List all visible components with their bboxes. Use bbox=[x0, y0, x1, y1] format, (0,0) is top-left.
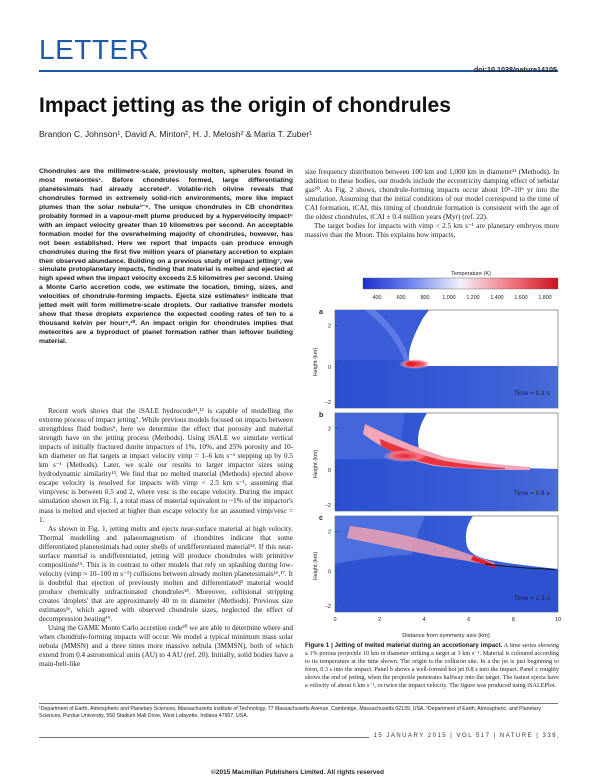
y-tick-label: –2 bbox=[325, 400, 331, 406]
article-title: Impact jetting as the origin of chondrul… bbox=[39, 94, 451, 117]
panel-label: b bbox=[319, 412, 323, 419]
footnote-rule bbox=[39, 703, 558, 704]
figure-1: Temperature (K) 400 600 800 1,000 1,200 1,400… bbox=[313, 271, 561, 639]
caption-text: A time series showing a 1% porous projec… bbox=[305, 642, 560, 689]
colorbar bbox=[362, 277, 559, 290]
x-tick-label: 8 bbox=[512, 617, 515, 623]
panel-a: Time = 0.3 s a bbox=[319, 309, 559, 409]
panel-c: Time = 1.3 s c bbox=[319, 515, 559, 613]
x-tick-label: 2 bbox=[378, 617, 381, 623]
y-tick-label: 0 bbox=[328, 365, 331, 371]
colorbar-tick-label: 400 bbox=[373, 295, 382, 301]
copyright: ©2015 Macmillan Publishers Limited. All … bbox=[211, 769, 384, 776]
colorbar-tick-label: 600 bbox=[397, 295, 406, 301]
colorbar-ticks: 400 600 800 1,000 1,200 1,400 1,600 1,800 bbox=[373, 295, 552, 301]
body-right-column: size frequency distribution between 100 … bbox=[305, 168, 559, 240]
y-tick-label: 2 bbox=[328, 324, 331, 330]
paragraph: Using the GAME Monte Carlo accretion cod… bbox=[39, 624, 293, 669]
time-label: Time = 0.8 s bbox=[514, 490, 550, 497]
colorbar-tick-label: 1,400 bbox=[490, 295, 503, 301]
panel-label: a bbox=[319, 309, 323, 316]
paragraph: As shown in Fig. 1, jetting melts and ej… bbox=[39, 524, 293, 624]
y-axis-label: Height (km) bbox=[313, 552, 319, 581]
x-tick-label: 0 bbox=[333, 617, 336, 623]
figure-caption: Figure 1 | Jetting of melted material du… bbox=[305, 642, 559, 689]
y-tick-label: –2 bbox=[325, 604, 331, 610]
y-tick-label: –2 bbox=[325, 503, 331, 509]
time-label: Time = 0.3 s bbox=[514, 390, 550, 397]
y-axis-label: Height (km) bbox=[313, 450, 319, 479]
journal-line: 15 JANUARY 2015 | VOL 517 | NATURE | 339 bbox=[369, 733, 557, 739]
caption-label: Figure 1 | Jetting of melted material du… bbox=[305, 642, 503, 649]
colorbar-tick-label: 1,000 bbox=[442, 295, 455, 301]
panel-b: Time = 0.8 s b bbox=[319, 412, 559, 512]
y-axis-label: Height (km) bbox=[313, 348, 319, 377]
y-tick-label: 0 bbox=[328, 468, 331, 474]
section-label: LETTER bbox=[39, 34, 150, 65]
x-tick-label: 10 bbox=[555, 617, 561, 623]
x-axis-ticks: 0 2 4 6 8 10 bbox=[333, 617, 561, 623]
paragraph: Recent work shows that the iSALE hydroco… bbox=[39, 407, 293, 524]
affiliations-footnote: ¹Department of Earth, Atmospheric and Pl… bbox=[39, 706, 542, 719]
x-tick-label: 6 bbox=[467, 617, 470, 623]
y-tick-label: 0 bbox=[328, 570, 331, 576]
time-label: Time = 1.3 s bbox=[514, 595, 550, 602]
colorbar-tick-label: 1,200 bbox=[466, 295, 479, 301]
colorbar-title: Temperature (K) bbox=[451, 271, 491, 277]
header-rule bbox=[39, 70, 558, 72]
paragraph: The target bodies for impacts with vimp … bbox=[305, 222, 559, 240]
doi[interactable]: doi:10.1038/nature14105 bbox=[473, 65, 557, 74]
abstract: Chondrules are the millimetre-scale, pre… bbox=[39, 168, 293, 346]
panel-label: c bbox=[319, 515, 323, 522]
colorbar-tick-label: 800 bbox=[421, 295, 430, 301]
x-axis-label: Distance from symmetry axis (km) bbox=[402, 633, 490, 639]
y-tick-label: 2 bbox=[328, 529, 331, 535]
y-tick-label: 2 bbox=[328, 427, 331, 433]
x-tick-label: 4 bbox=[423, 617, 426, 623]
footer-rule bbox=[39, 737, 558, 738]
colorbar-tick-label: 1,600 bbox=[514, 295, 527, 301]
y-axis-ticks: 2 0 –2 2 0 –2 2 0 –2 bbox=[325, 324, 338, 610]
body-left-column: Recent work shows that the iSALE hydroco… bbox=[39, 407, 293, 669]
paragraph: size frequency distribution between 100 … bbox=[305, 168, 559, 222]
author-list: Brandon C. Johnson¹, David A. Minton², H… bbox=[39, 129, 313, 139]
colorbar-tick-label: 1,800 bbox=[538, 295, 551, 301]
